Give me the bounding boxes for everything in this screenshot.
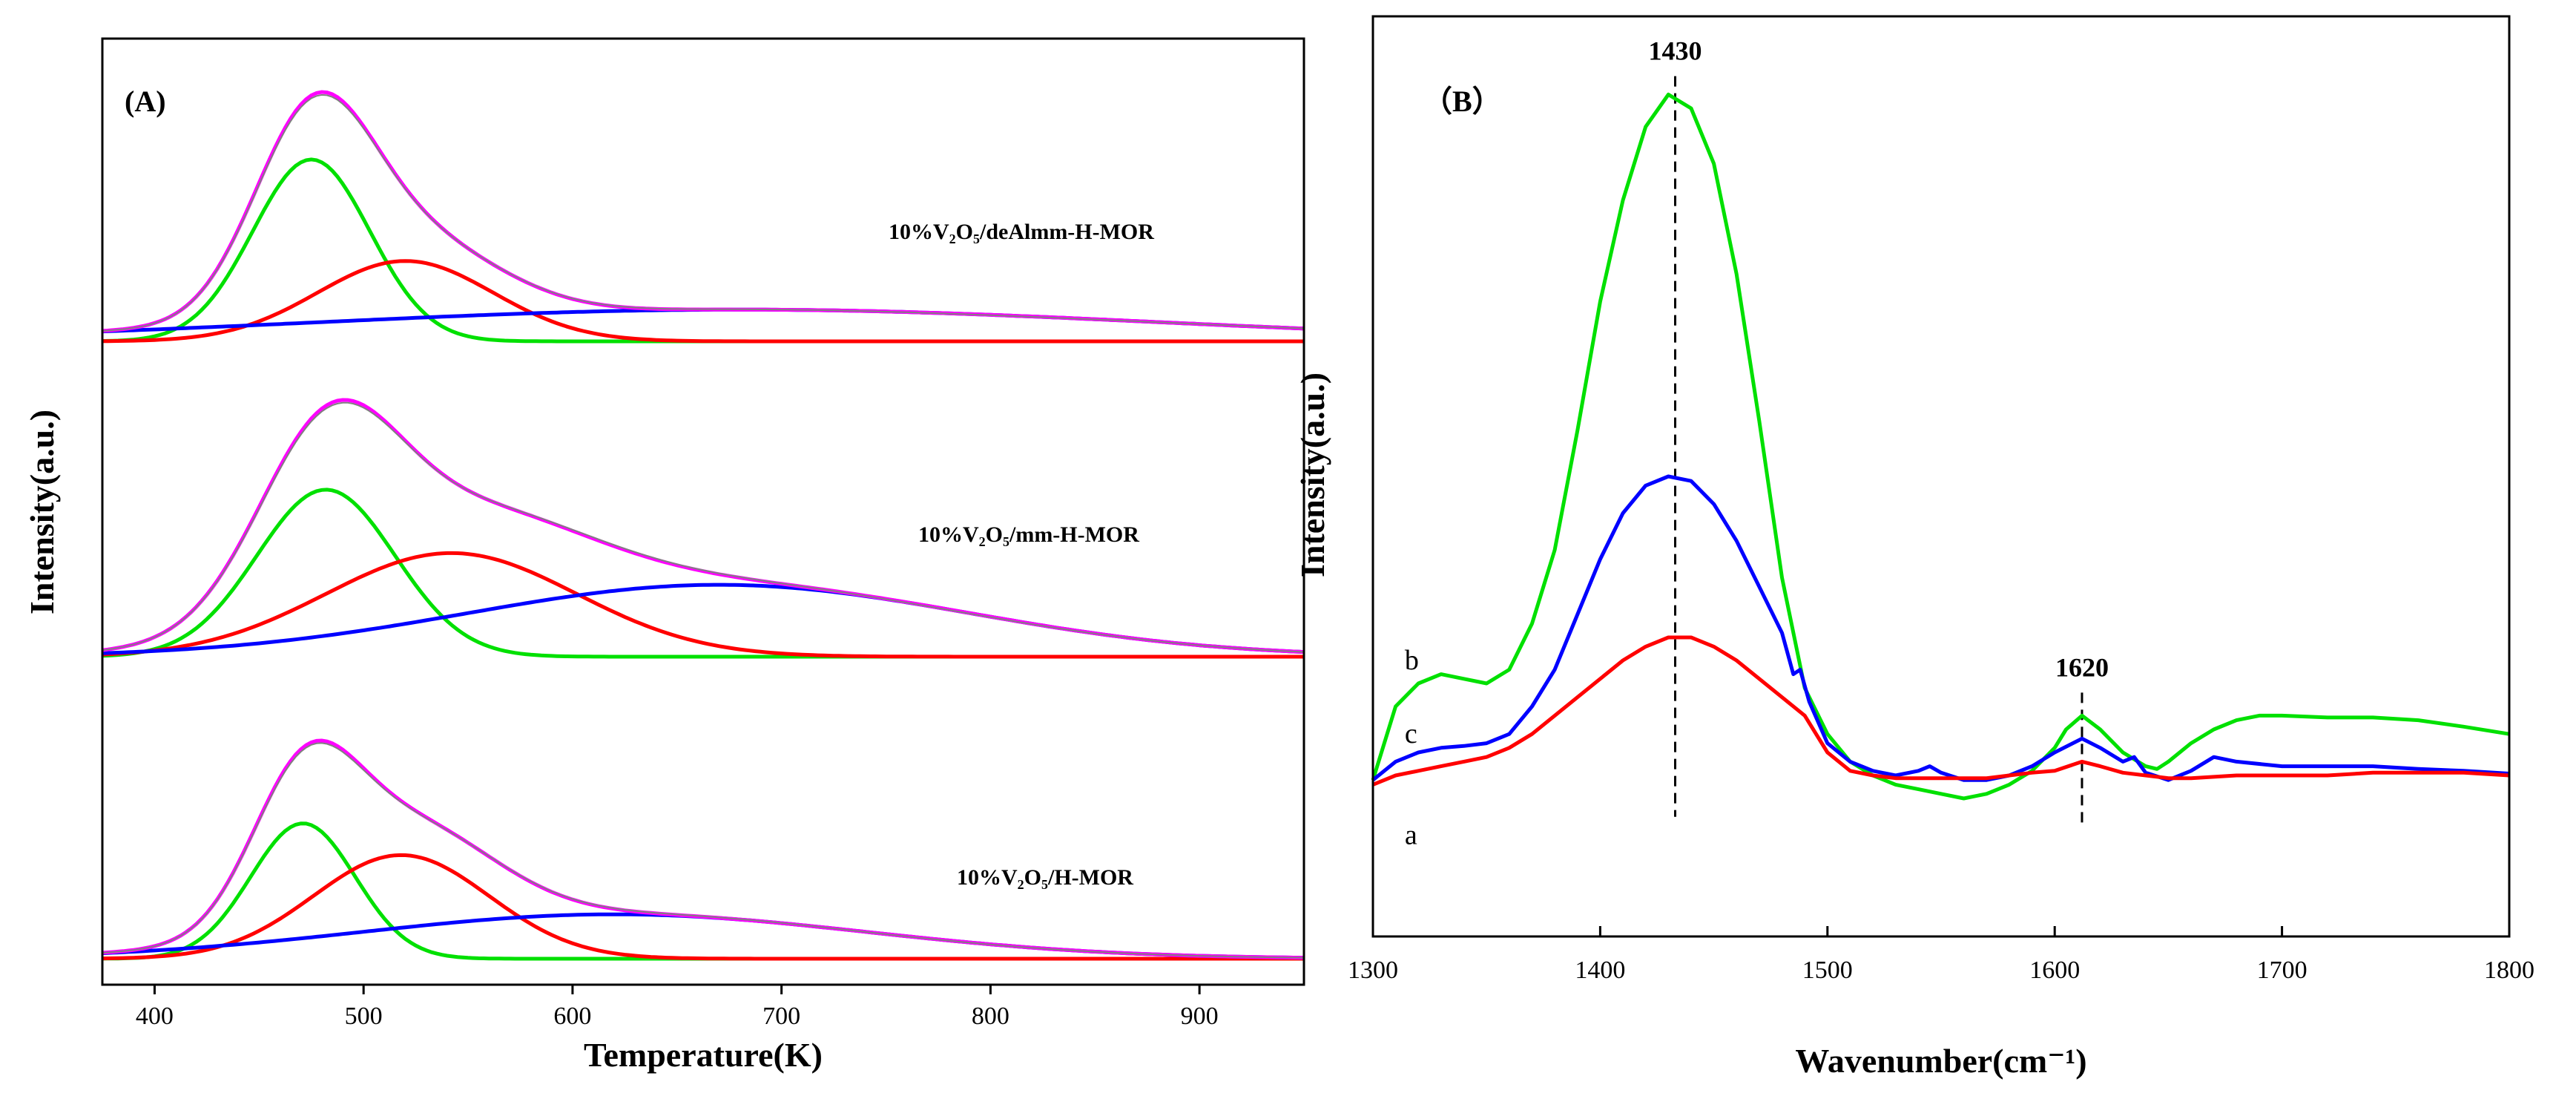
series-label-dealmm-h-mor: 10%V₂O₅/deAlmm-H-MOR [889,220,1154,244]
panel-a-x-ticks: 400 500 600 700 800 900 [136,985,1219,1030]
panel-b-x-tick-label-1300: 1300 [1348,956,1398,984]
panel-a-curves [102,90,1305,961]
series-b-line [1371,92,2510,801]
curve-label-c: c [1405,718,1417,749]
curve-peak-mid-stack-1 [102,551,1304,659]
panel-a-label: (A) [125,85,166,118]
series-c-line [1371,474,2510,782]
panel-b: 1300 1400 1500 1600 1700 1800 （B） 1430 1620 b… [1294,15,2534,1080]
panel-a: 400 500 600 700 800 900 (A) 10%V₂O₅/deAlmm-H-… [23,37,1305,1074]
panel-b-x-tick-label-1700: 1700 [2257,956,2307,984]
peak-label-1430: 1430 [1649,36,1702,66]
panel-b-x-tick-label-1800: 1800 [2484,956,2534,984]
panel-a-x-tick-label-600: 600 [553,1003,591,1030]
series-label-mm-h-mor: 10%V₂O₅/mm-H-MOR [918,522,1139,547]
curve-label-a: a [1405,820,1417,851]
panel-a-x-tick-label-400: 400 [136,1003,174,1030]
panel-a-x-axis-title: Temperature(K) [584,1036,823,1074]
curve-measured-stack-0 [102,93,1305,332]
series-label-h-mor: 10%V₂O₅/H-MOR [957,865,1133,890]
panel-a-x-tick-label-700: 700 [762,1003,800,1030]
panel-b-curves [1371,92,2510,801]
panel-b-x-tick-label-1400: 1400 [1575,956,1625,984]
series-a-line [1372,635,2510,787]
panel-a-frame [101,37,1305,986]
curve-peak-mid-stack-2 [102,853,1304,961]
panel-b-x-axis-title: Wavenumber(cm⁻¹) [1795,1042,2086,1080]
panel-a-x-tick-label-800: 800 [972,1003,1009,1030]
panel-b-frame [1371,15,2511,938]
panel-a-x-tick-label-900: 900 [1181,1003,1219,1030]
curve-measured-stack-2 [102,742,1305,959]
panel-a-y-axis-title: Intensity(a.u.) [23,410,61,614]
panel-b-label: （B） [1423,85,1502,118]
panel-a-x-tick-label-500: 500 [345,1003,383,1030]
panel-b-x-tick-label-1500: 1500 [1802,956,1853,984]
peak-label-1620: 1620 [2055,652,2109,682]
panel-b-x-ticks: 1300 1400 1500 1600 1700 1800 [1348,926,2534,984]
curve-peak-mid-stack-0 [102,259,1304,344]
curve-label-b: b [1405,645,1419,676]
curve-measured-stack-1 [102,401,1305,653]
panel-b-x-tick-label-1600: 1600 [2029,956,2080,984]
panel-b-y-axis-title: Intensity(a.u.) [1294,373,1331,577]
panel-b-x-axis-title-text: Wavenumber(cm⁻¹) [1795,1042,2086,1080]
